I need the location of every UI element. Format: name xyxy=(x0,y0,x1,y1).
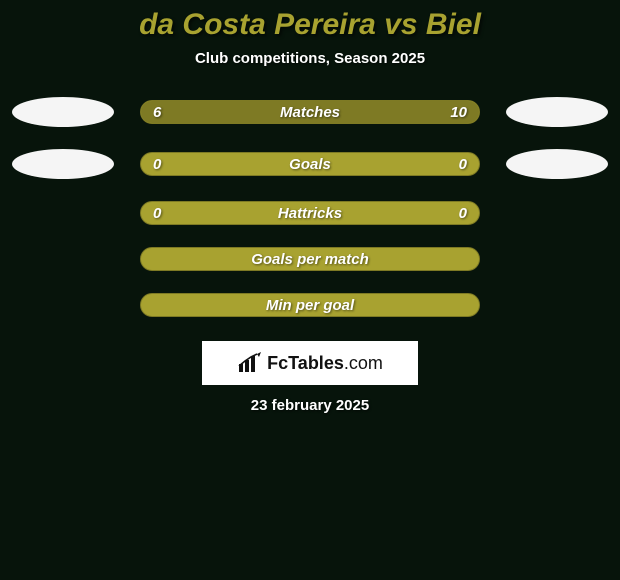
stat-bar: 0 0 Hattricks xyxy=(140,201,480,225)
stat-bar: 6 10 Matches xyxy=(140,100,480,124)
player-left-marker xyxy=(12,97,114,127)
infographic-root: da Costa Pereira vs Biel Club competitio… xyxy=(0,0,620,580)
stat-label: Goals xyxy=(289,156,331,173)
stat-value-right: 10 xyxy=(450,104,467,121)
comparison-row: 0 0 Hattricks xyxy=(12,201,608,225)
stat-bar: Goals per match xyxy=(140,247,480,271)
logo-light: .com xyxy=(344,353,383,373)
stat-value-left: 0 xyxy=(153,205,161,222)
comparison-rows: 6 10 Matches 0 0 Goals 0 0 Hattricks Goals per ma… xyxy=(12,97,608,339)
stat-value-left: 0 xyxy=(153,156,161,173)
stat-bar: 0 0 Goals xyxy=(140,152,480,176)
player-right-marker xyxy=(506,97,608,127)
logo: FcTables.com xyxy=(237,352,383,374)
logo-bold: FcTables xyxy=(267,353,344,373)
stat-label: Hattricks xyxy=(278,205,342,222)
chart-icon xyxy=(237,352,263,374)
stat-value-right: 0 xyxy=(459,205,467,222)
stat-label: Goals per match xyxy=(251,251,369,268)
player-right-marker xyxy=(506,149,608,179)
comparison-row: Min per goal xyxy=(12,293,608,317)
comparison-row: 0 0 Goals xyxy=(12,149,608,179)
stat-value-right: 0 xyxy=(459,156,467,173)
logo-text: FcTables.com xyxy=(267,353,383,374)
date-line: 23 february 2025 xyxy=(251,397,369,414)
page-subtitle: Club competitions, Season 2025 xyxy=(195,50,425,67)
comparison-row: Goals per match xyxy=(12,247,608,271)
player-left-marker xyxy=(12,149,114,179)
stat-bar: Min per goal xyxy=(140,293,480,317)
stat-label: Matches xyxy=(280,104,340,121)
comparison-row: 6 10 Matches xyxy=(12,97,608,127)
stat-label: Min per goal xyxy=(266,297,354,314)
stat-value-left: 6 xyxy=(153,104,161,121)
logo-box: FcTables.com xyxy=(202,341,418,385)
page-title: da Costa Pereira vs Biel xyxy=(139,8,481,42)
